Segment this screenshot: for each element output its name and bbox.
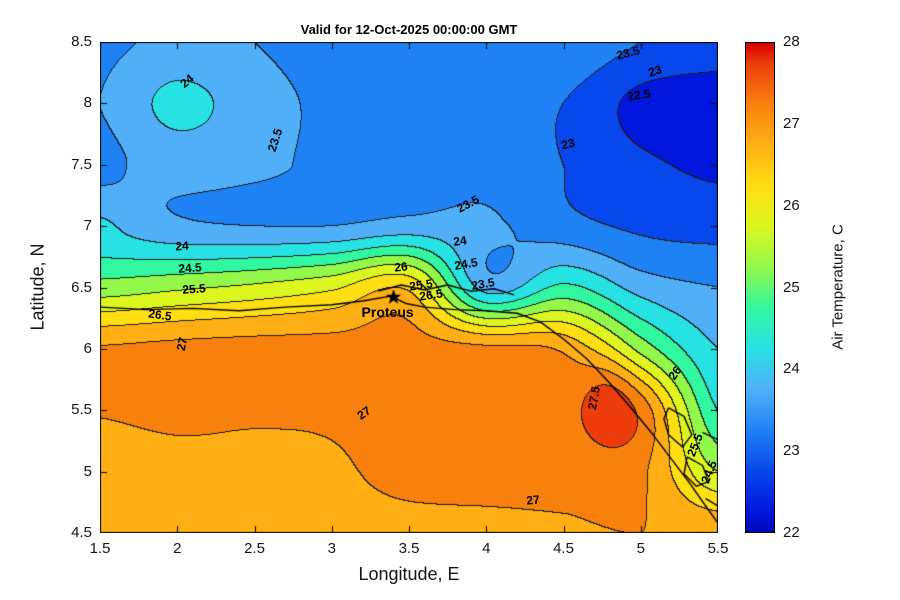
x-axis-label: Longitude, E [358,564,460,584]
colorbar-label: Air Temperature, C [829,224,847,350]
x-tick-label: 5 [636,540,645,557]
colorbar-tick-label: 25 [783,278,800,296]
colorbar-tick-label: 27 [783,114,800,132]
x-tick-label: 2.5 [244,540,265,557]
y-tick-label: 6 [83,339,92,357]
y-tick-label: 8.5 [71,33,92,50]
colorbar-tick-label: 22 [783,524,800,541]
y-tick-label: 7.5 [71,155,92,173]
y-tick-label: 8 [83,94,92,112]
x-tick-label: 4.5 [553,540,574,557]
x-tick-label: 2 [173,540,182,557]
colorbar-tick-label: 28 [783,33,800,50]
colorbar [745,42,775,533]
y-tick-label: 7 [83,217,92,235]
x-tick-label: 4 [482,540,491,557]
y-axis-label: Latitude, N [27,243,48,331]
colorbar-tick-label: 23 [783,442,800,460]
x-tick-label: 1.5 [89,540,111,557]
colorbar-tick-label: 26 [783,196,800,214]
x-tick-label: 5.5 [707,540,729,557]
marker-label: Proteus [361,304,414,321]
y-tick-label: 4.5 [71,524,92,541]
colorbar-tick-label: 24 [783,360,800,378]
contour-plot-canvas [100,42,718,533]
x-tick-label: 3.5 [398,540,420,557]
chart-title: Valid for 12-Oct-2025 00:00:00 GMT [300,22,518,37]
y-tick-label: 6.5 [71,278,92,296]
y-tick-label: 5.5 [71,401,92,419]
x-tick-label: 3 [327,540,336,557]
y-tick-label: 5 [83,462,92,480]
